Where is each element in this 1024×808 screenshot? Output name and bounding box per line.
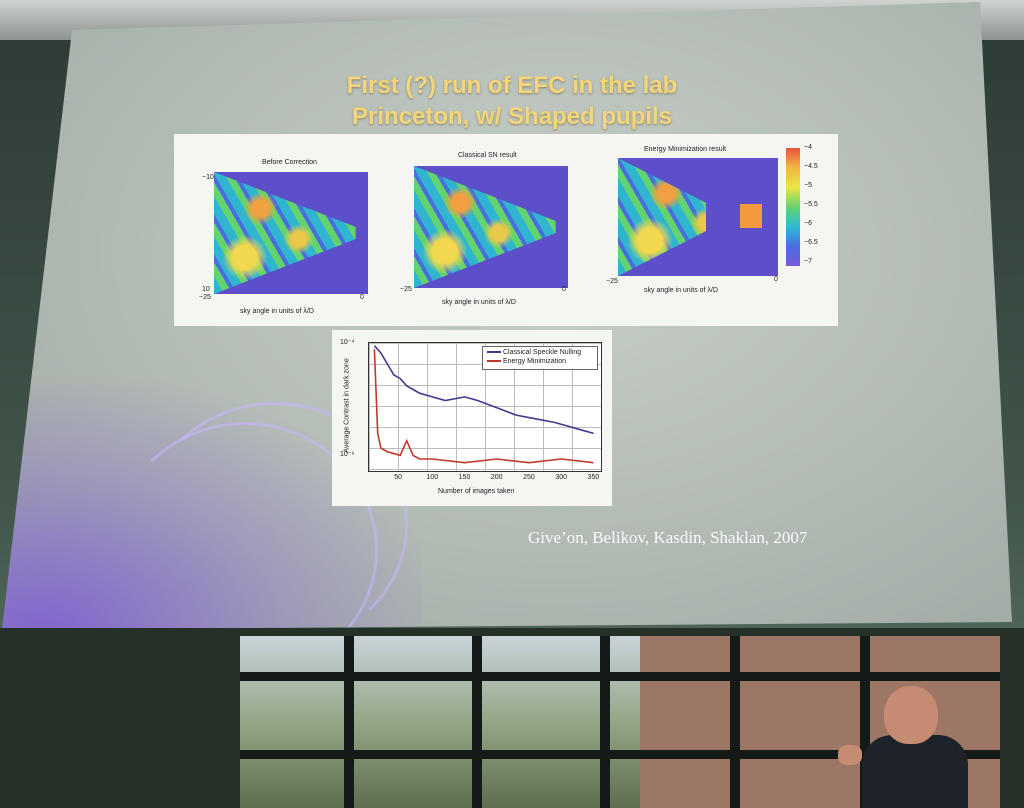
x-tick: 200 [490,474,503,481]
contrast-chart: 10⁻⁴ 10⁻⁶ Average Contrast in dark zone … [332,330,612,506]
dark-hole-wedge [414,166,556,288]
presenter-head [884,686,938,744]
x-axis-label: sky angle in units of λ/D [442,299,516,306]
colorbar-tick: −4 [804,144,812,151]
x-axis-label: sky angle in units of λ/D [644,287,718,294]
heatmap-classical-sn [414,166,568,288]
window-mullion [472,636,482,808]
heatmap-title: Energy Minimization result [644,146,727,153]
x-tick: 0 [774,276,778,283]
window-mullion [860,636,870,808]
slide-title-line1: First (?) run of EFC in the lab [346,72,678,99]
x-axis-label: sky angle in units of λ/D [240,308,314,315]
window-mullion [730,636,740,808]
line-chart-svg [373,345,594,464]
heatmap-before [214,172,368,294]
x-axis-label: Number of images taken [438,488,515,495]
presenter-body [862,735,968,808]
legend-entry: Classical Speckle Nulling [487,349,581,356]
heatmap-panel: Before Correction sky angle in units of … [174,134,838,326]
heatmap-title: Classical SN result [458,152,517,159]
x-tick: 350 [587,474,600,481]
colorbar-tick: −6 [804,220,812,227]
slide-title: First (?) run of EFC in the lab Princeto… [302,70,722,132]
series-line [373,345,594,435]
x-tick: −25 [400,286,412,293]
x-tick: 250 [523,474,535,481]
x-tick: 50 [394,474,403,481]
colorbar-tick: −4.5 [804,163,818,170]
x-tick: 0 [562,286,566,293]
colorbar [786,148,800,266]
y-axis-label: Average Contrast in dark zone [343,358,351,453]
legend-swatch [487,360,501,363]
legend-label: Classical Speckle Nulling [502,349,582,356]
x-tick: −25 [606,278,618,285]
window-transom [240,750,1000,759]
heatmap-title: Before Correction [262,159,317,166]
y-tick: −10 [202,174,214,181]
x-tick: 300 [555,474,568,481]
window-mullion [600,636,610,808]
legend-swatch [487,351,501,354]
legend-entry: Energy Minimization [487,358,566,365]
projection-screen: First (?) run of EFC in the lab Princeto… [2,2,1012,630]
colorbar-tick: −5 [804,182,812,189]
hot-spot [740,204,762,228]
x-tick: −25 [199,294,211,301]
legend: Classical Speckle Nulling Energy Minimiz… [482,346,598,370]
dark-hole-wedge [214,172,356,294]
colorbar-tick: −7 [804,258,812,265]
x-tick: 150 [458,474,471,481]
colorbar-tick: −6.5 [804,239,818,246]
slide-title-line2: Princeton, w/ Shaped pupils [351,103,673,130]
window-mullion [344,636,354,808]
legend-label: Energy Minimization [502,358,566,365]
window [240,636,1000,808]
y-tick: 10 [202,286,210,293]
heatmap-energy-min [618,158,778,276]
x-tick: 100 [426,474,439,481]
series-line [373,349,594,464]
citation: Give’on, Belikov, Kasdin, Shaklan, 2007 [528,528,808,547]
colorbar-tick: −5.5 [804,201,818,208]
window-transom [240,672,1000,681]
y-tick: 10⁻⁶ [340,451,355,458]
decor-arc [142,402,408,630]
y-tick: 10⁻⁴ [340,339,355,346]
x-tick: 0 [360,294,364,301]
presenter-hand-with-clicker [838,745,862,765]
